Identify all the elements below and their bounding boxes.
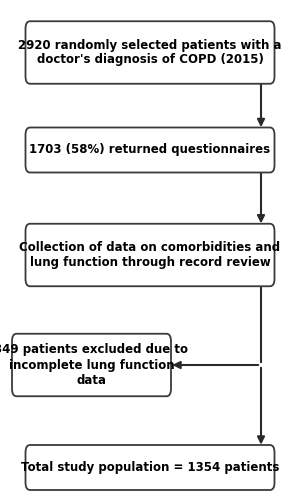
Text: Total study population = 1354 patients: Total study population = 1354 patients <box>21 461 279 474</box>
FancyBboxPatch shape <box>26 224 275 286</box>
FancyBboxPatch shape <box>12 334 171 396</box>
Text: 2920 randomly selected patients with a
doctor's diagnosis of COPD (2015): 2920 randomly selected patients with a d… <box>18 38 282 66</box>
FancyBboxPatch shape <box>26 21 275 84</box>
Text: Collection of data on comorbidities and
lung function through record review: Collection of data on comorbidities and … <box>20 241 281 269</box>
FancyBboxPatch shape <box>26 445 275 490</box>
Text: 1703 (58%) returned questionnaires: 1703 (58%) returned questionnaires <box>29 144 271 156</box>
FancyBboxPatch shape <box>26 128 275 172</box>
Text: 349 patients excluded due to
incomplete lung function
data: 349 patients excluded due to incomplete … <box>0 344 188 386</box>
